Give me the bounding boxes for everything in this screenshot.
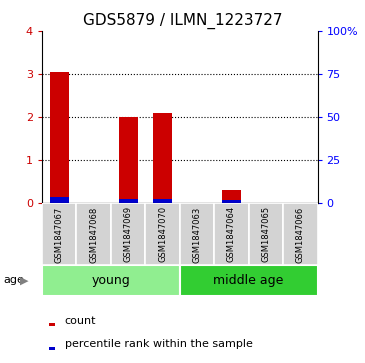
- Bar: [111, 203, 145, 265]
- Text: percentile rank within the sample: percentile rank within the sample: [65, 339, 253, 349]
- Bar: [222, 200, 241, 203]
- Bar: [180, 265, 318, 296]
- Text: GSM1847065: GSM1847065: [261, 206, 270, 262]
- Bar: [283, 203, 318, 265]
- Text: young: young: [92, 274, 130, 287]
- Bar: [42, 265, 180, 296]
- Text: GSM1847066: GSM1847066: [296, 206, 305, 262]
- Bar: [180, 203, 214, 265]
- Bar: [214, 203, 249, 265]
- Text: GSM1847070: GSM1847070: [158, 206, 167, 262]
- Bar: [119, 117, 138, 203]
- Text: ▶: ▶: [20, 275, 28, 285]
- Bar: [49, 347, 55, 350]
- Bar: [50, 72, 69, 203]
- Text: GSM1847064: GSM1847064: [227, 206, 236, 262]
- Bar: [49, 323, 55, 326]
- Text: age: age: [4, 275, 24, 285]
- Bar: [119, 199, 138, 203]
- Bar: [76, 203, 111, 265]
- Bar: [42, 203, 76, 265]
- Text: GSM1847063: GSM1847063: [192, 206, 201, 262]
- Bar: [222, 190, 241, 203]
- Text: GSM1847068: GSM1847068: [89, 206, 98, 262]
- Bar: [153, 113, 172, 203]
- Bar: [153, 199, 172, 203]
- Text: count: count: [65, 316, 96, 326]
- Text: GSM1847067: GSM1847067: [55, 206, 64, 262]
- Bar: [249, 203, 283, 265]
- Text: GSM1847069: GSM1847069: [124, 206, 132, 262]
- Text: middle age: middle age: [214, 274, 284, 287]
- Bar: [50, 197, 69, 203]
- Bar: [145, 203, 180, 265]
- Text: GDS5879 / ILMN_1223727: GDS5879 / ILMN_1223727: [83, 13, 282, 29]
